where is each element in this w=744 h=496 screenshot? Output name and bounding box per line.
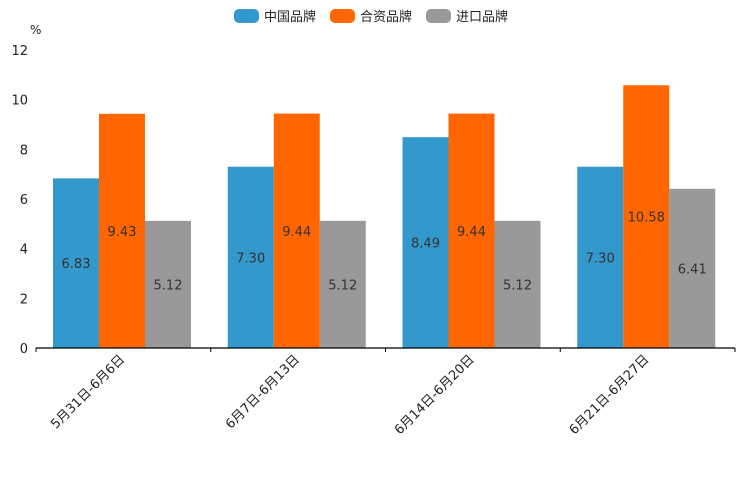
bar xyxy=(448,113,495,348)
y-axis-unit: % xyxy=(30,23,41,37)
data-label: 5.12 xyxy=(154,278,183,293)
legend-swatch xyxy=(234,9,259,23)
bar xyxy=(273,113,320,348)
legend-label: 合资品牌 xyxy=(360,9,412,25)
y-tick-label: 0 xyxy=(20,342,28,357)
bar xyxy=(402,137,449,348)
y-tick-label: 4 xyxy=(20,243,28,258)
data-label: 6.83 xyxy=(62,257,91,272)
x-axis: 5月31日-6月6日 6月7日-6月13日 6月14日-6月20日 6月21日-6月2… xyxy=(35,347,736,438)
y-axis: 0 2 4 6 8 10 12 xyxy=(11,44,28,357)
data-label: 9.44 xyxy=(282,225,311,240)
x-tick-label: 5月31日-6月6日 xyxy=(48,352,128,432)
bar xyxy=(577,166,624,348)
x-tick-label: 6月14日-6月20日 xyxy=(392,352,478,438)
bar xyxy=(227,166,274,348)
legend-label: 进口品牌 xyxy=(456,9,508,25)
bar xyxy=(623,85,670,348)
bar xyxy=(669,188,716,348)
y-tick-label: 12 xyxy=(11,44,28,59)
data-label: 5.12 xyxy=(503,278,532,293)
bar xyxy=(319,220,366,348)
data-label: 5.12 xyxy=(328,278,357,293)
legend: 中国品牌 合资品牌 进口品牌 xyxy=(234,9,508,25)
data-label: 10.58 xyxy=(628,211,665,226)
legend-swatch xyxy=(330,9,355,23)
bar xyxy=(53,178,99,348)
bar xyxy=(99,113,145,349)
data-label: 6.41 xyxy=(678,262,707,277)
bar xyxy=(494,220,541,348)
x-tick-label: 6月7日-6月13日 xyxy=(223,352,303,432)
y-tick-label: 10 xyxy=(11,94,28,109)
data-label: 7.30 xyxy=(236,251,265,266)
plot-area: 6.83 9.43 5.12 7.30 9.44 5.12 8.49 9.44 5.12 7.30… xyxy=(53,85,716,349)
data-label: 9.44 xyxy=(457,225,486,240)
data-label: 7.30 xyxy=(586,251,615,266)
legend-swatch xyxy=(426,9,451,23)
y-tick-label: 8 xyxy=(20,143,28,158)
y-tick-label: 2 xyxy=(20,292,28,307)
legend-label: 中国品牌 xyxy=(264,9,316,25)
y-tick-label: 6 xyxy=(20,193,28,208)
x-tick-label: 6月21日-6月27日 xyxy=(567,352,653,438)
data-label: 8.49 xyxy=(411,237,440,252)
bar xyxy=(145,220,191,348)
data-label: 9.43 xyxy=(108,225,137,240)
